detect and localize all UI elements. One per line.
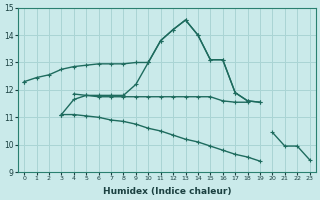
X-axis label: Humidex (Indice chaleur): Humidex (Indice chaleur): [103, 187, 231, 196]
